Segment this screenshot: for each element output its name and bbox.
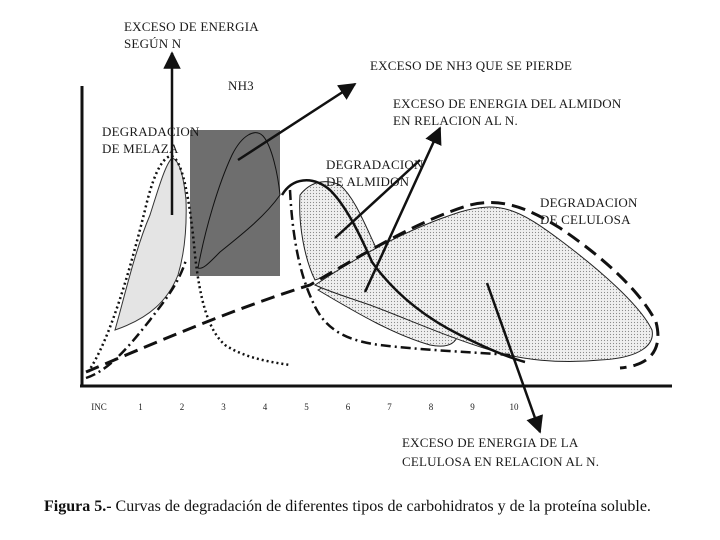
label-exceso-almidon-1: EXCESO DE ENERGIA DEL ALMIDON xyxy=(393,96,622,111)
label-degradacion-melaza-2: DE MELAZA xyxy=(102,141,179,156)
soluble-protein-curve xyxy=(86,154,291,373)
arrow-exceso-celulosa xyxy=(485,282,543,434)
arrow-almidon-secondary xyxy=(334,159,421,239)
label-exceso-almidon-2: EN RELACION AL N. xyxy=(393,113,518,128)
melaza-dashdot-curve xyxy=(85,259,188,380)
x-tick-label: 8 xyxy=(429,402,434,412)
label-exceso-energia-n-1: EXCESO DE ENERGIA xyxy=(124,19,259,34)
almidon-dashdot-curve xyxy=(288,189,511,357)
label-exceso-energia-n-2: SEGÚN N xyxy=(124,36,182,51)
celulosa-area xyxy=(313,206,653,363)
label-degradacion-celulosa-2: DE CELULOSA xyxy=(540,212,631,227)
arrow-exceso-almidon xyxy=(363,126,442,293)
label-degradacion-celulosa-1: DEGRADACION xyxy=(540,195,638,210)
x-tick-label: INC xyxy=(91,402,107,412)
label-exceso-nh3: EXCESO DE NH3 QUE SE PIERDE xyxy=(370,58,572,73)
label-nh3: NH3 xyxy=(228,78,254,93)
nh3-curve xyxy=(197,132,281,269)
label-degradacion-melaza-1: DEGRADACION xyxy=(102,124,200,139)
x-tick-label: 1 xyxy=(138,402,143,412)
x-tick-label: 9 xyxy=(470,402,475,412)
x-tick-labels: INC 1 2 3 4 5 6 7 8 9 10 xyxy=(91,402,519,412)
label-exceso-celulosa-2: CELULOSA EN RELACION AL N. xyxy=(402,454,599,469)
almidon-curve xyxy=(280,179,526,364)
x-tick-label: 2 xyxy=(180,402,185,412)
x-tick-label: 7 xyxy=(387,402,392,412)
label-degradacion-almidon-1: DEGRADACION xyxy=(326,157,424,172)
x-tick-label: 6 xyxy=(346,402,351,412)
figure-caption: Figura 5.- Curvas de degradación de dife… xyxy=(44,497,694,516)
melaza-area xyxy=(114,157,187,331)
label-exceso-celulosa-1: EXCESO DE ENERGIA DE LA xyxy=(402,435,579,450)
nh3-box xyxy=(190,130,280,276)
x-tick-label: 4 xyxy=(263,402,268,412)
caption-text: Curvas de degradación de diferentes tipo… xyxy=(111,498,651,515)
x-tick-label: 5 xyxy=(304,402,309,412)
x-tick-label: 3 xyxy=(221,402,226,412)
celulosa-curve xyxy=(85,201,660,374)
caption-prefix: Figura 5.- xyxy=(44,498,112,515)
arrow-exceso-nh3 xyxy=(237,82,357,162)
label-degradacion-almidon-2: DE ALMIDON xyxy=(326,174,410,189)
x-tick-label: 10 xyxy=(510,402,520,412)
